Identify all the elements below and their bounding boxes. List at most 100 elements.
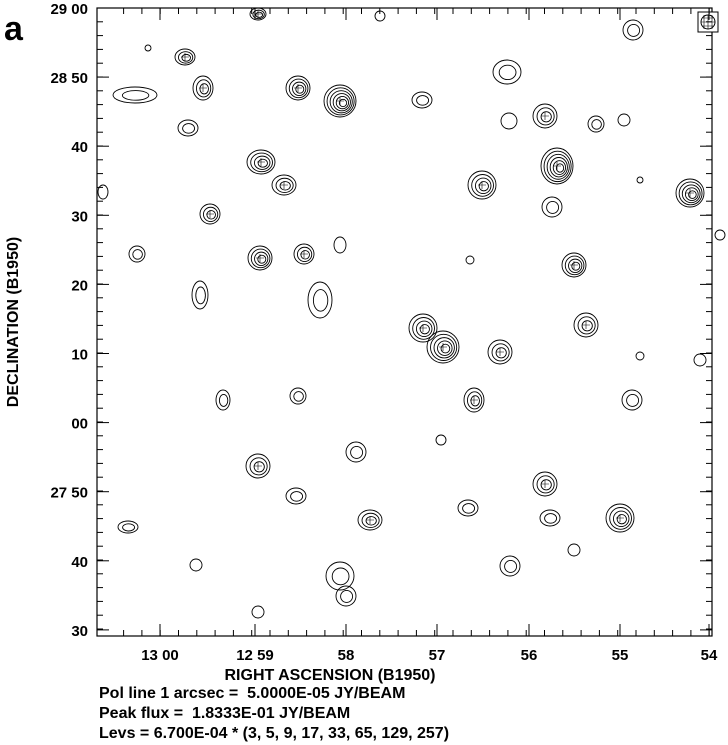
contour (463, 387, 485, 413)
contour (591, 119, 602, 130)
contour (361, 512, 380, 528)
contour (675, 178, 705, 208)
contour (300, 250, 310, 260)
contour (249, 7, 267, 21)
contour (681, 184, 701, 204)
contour (285, 75, 311, 101)
y-tick-label: 28 50 (50, 70, 88, 87)
contour (419, 324, 430, 335)
contour (196, 79, 212, 98)
contour (203, 206, 219, 222)
contour (561, 252, 587, 278)
contour (182, 123, 196, 134)
contour (271, 174, 297, 196)
contour (112, 86, 158, 104)
contour-cross (366, 516, 374, 524)
contour (627, 23, 641, 37)
contour (635, 351, 645, 361)
contour (292, 81, 307, 96)
contour (612, 510, 630, 528)
contour (546, 153, 570, 180)
contour (532, 471, 558, 497)
contour (253, 461, 265, 473)
contour (541, 196, 563, 218)
contour-cross (199, 84, 207, 92)
contour (499, 555, 521, 577)
contour (97, 184, 109, 200)
contour (289, 387, 307, 405)
contour (290, 491, 304, 502)
contour (323, 84, 357, 118)
contour (144, 44, 152, 52)
contour (412, 317, 435, 340)
contour (471, 174, 494, 197)
contour (617, 113, 631, 127)
contour (495, 347, 507, 359)
contour (199, 83, 209, 95)
contour (174, 48, 196, 66)
contour (567, 543, 581, 557)
contour (478, 181, 489, 192)
contour (693, 353, 707, 367)
contour (177, 119, 199, 137)
contour (329, 90, 353, 114)
y-tick-label: 40 (71, 139, 88, 156)
contour-cross (582, 321, 590, 329)
contour (285, 487, 307, 505)
contour (128, 245, 146, 263)
contour (199, 203, 221, 225)
contour-cross (254, 462, 262, 470)
x-tick-label: 12 59 (236, 647, 274, 664)
contour (621, 389, 643, 411)
contour-cross (496, 348, 504, 356)
contour (440, 343, 451, 354)
contour-cross (478, 181, 486, 189)
contour (245, 453, 271, 479)
contour (536, 107, 555, 126)
contour (543, 150, 572, 183)
y-tick-label: 10 (71, 347, 88, 364)
contour-cross (553, 162, 561, 170)
contour (408, 313, 438, 343)
x-tick-label: 55 (612, 647, 629, 664)
contour (714, 229, 726, 241)
contour-cross (256, 254, 264, 262)
y-tick-label: 29 00 (50, 1, 88, 18)
contour (474, 177, 492, 195)
contour (688, 190, 697, 199)
y-tick-label: 30 (71, 208, 88, 225)
y-tick-label: 30 (71, 623, 88, 640)
contour (540, 147, 574, 185)
contour (467, 170, 497, 200)
note: Peak flux = 1.8333E-01 JY/BEAM (99, 705, 350, 722)
contour (532, 103, 558, 129)
contour (437, 340, 453, 356)
contour (357, 509, 383, 531)
contour (122, 523, 136, 532)
contour-cross (439, 343, 447, 351)
contour (470, 395, 480, 407)
contour-cross (206, 210, 214, 218)
contour (338, 98, 348, 108)
contour (491, 343, 510, 362)
contour (331, 567, 350, 586)
contour (255, 11, 264, 18)
contour (498, 64, 517, 81)
contour (191, 280, 209, 310)
x-tick-label: 54 (701, 647, 718, 664)
contour (430, 333, 458, 361)
contour (215, 389, 231, 411)
contour (626, 393, 640, 407)
contour (117, 520, 139, 534)
y-tick-label: 27 50 (50, 485, 88, 502)
contour-cross (300, 250, 308, 258)
contour (247, 245, 273, 271)
contour (416, 95, 430, 106)
contour (678, 181, 703, 206)
contour (251, 605, 265, 619)
contour (577, 316, 596, 335)
contour (605, 503, 635, 533)
contour (325, 561, 355, 591)
contour (571, 261, 581, 271)
